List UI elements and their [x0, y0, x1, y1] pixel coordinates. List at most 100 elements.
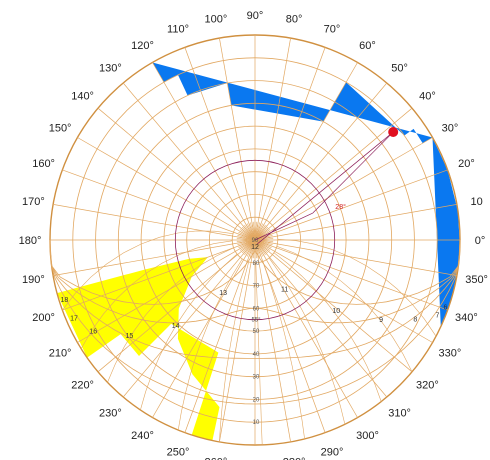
azimuth-tick-label: 10: [470, 196, 482, 208]
azimuth-spoke: [254, 47, 326, 241]
azimuth-spoke: [254, 239, 448, 311]
sun-path-curve: [49, 239, 461, 359]
altitude-tick-label: 55°: [251, 318, 261, 324]
hour-curve: [255, 262, 263, 445]
azimuth-tick-label: 80°: [286, 13, 303, 25]
hour-label: 8: [413, 317, 417, 324]
azimuth-tick-label: 90°: [247, 10, 264, 22]
hour-curve: [262, 261, 305, 439]
hour-label: 16: [89, 328, 97, 335]
hour-label: 17: [70, 316, 78, 323]
azimuth-spoke: [97, 107, 256, 241]
azimuth-spoke: [122, 239, 256, 398]
altitude-tick-label: 70: [253, 284, 260, 290]
azimuth-tick-label: 50°: [391, 63, 408, 75]
azimuth-tick-label: 20°: [458, 158, 475, 170]
azimuth-tick-label: 190°: [22, 274, 45, 286]
azimuth-tick-label: 260°: [205, 457, 228, 460]
azimuth-tick-label: 330°: [439, 348, 462, 360]
hour-curve: [268, 257, 346, 425]
azimuth-tick-label: 250°: [167, 446, 190, 458]
azimuth-spoke: [254, 137, 433, 241]
azimuth-tick-label: 160°: [32, 158, 55, 170]
hour-label: 6: [444, 304, 448, 311]
hour-curve: [62, 230, 234, 311]
azimuth-tick-label: 300°: [356, 430, 379, 442]
azimuth-tick-label: 30°: [442, 123, 459, 135]
azimuth-spoke: [254, 107, 413, 241]
azimuth-tick-label: 100°: [205, 13, 228, 25]
altitude-tick-label: 50: [253, 329, 260, 335]
azimuth-tick-label: 240°: [131, 430, 154, 442]
hour-label: 7: [435, 312, 439, 319]
azimuth-tick-label: 70°: [324, 24, 341, 36]
azimuth-spoke: [254, 38, 291, 241]
polar-grid: [49, 34, 461, 446]
azimuth-tick-label: 310°: [388, 407, 411, 419]
altitude-tick-label: 40: [253, 352, 260, 358]
hour-curve: [277, 238, 437, 337]
hour-curve: [276, 246, 413, 372]
azimuth-tick-label: 350°: [465, 274, 488, 286]
hour-label: 11: [281, 286, 288, 293]
hour-label: 14: [172, 323, 180, 330]
azimuth-tick-label: 180°: [19, 235, 42, 247]
sun-ray-line: [257, 131, 394, 245]
altitude-tick-label: 30: [253, 375, 260, 381]
azimuth-tick-label: 150°: [49, 123, 72, 135]
sun-ray-line: [254, 212, 313, 241]
azimuth-spoke: [254, 239, 457, 276]
sun-position-marker: [388, 127, 399, 137]
hour-curve: [177, 258, 243, 431]
azimuth-spoke: [62, 239, 256, 311]
center-ray: [254, 239, 274, 242]
hour-label: 9: [379, 317, 383, 324]
azimuth-tick-label: 320°: [416, 380, 439, 392]
hour-label: 10: [332, 308, 340, 315]
azimuth-spoke: [254, 169, 448, 241]
altitude-tick-label: 10: [253, 420, 260, 426]
azimuth-spoke: [219, 239, 256, 442]
sun-path-curve: [49, 239, 461, 405]
azimuth-tick-label: 60°: [359, 40, 376, 52]
hour-label: 12: [251, 244, 259, 251]
hour-curve: [107, 247, 234, 383]
azimuth-spoke: [122, 82, 256, 241]
hour-label: 13: [219, 290, 227, 297]
obstruction-layer: [57, 62, 460, 441]
azimuth-tick-label: 170°: [22, 196, 45, 208]
azimuth-tick-label: 280°: [283, 457, 306, 460]
altitude-tick-label: 80: [253, 261, 260, 267]
label-layer: 0° 10 20° 30° 40° 50° 60° 70° 80° 90° 100° 110° 120°…: [19, 10, 488, 460]
azimuth-spoke: [152, 62, 256, 241]
altitude-tick-label: 60: [253, 306, 260, 312]
azimuth-spoke: [254, 239, 291, 442]
hour-curve: [273, 252, 382, 402]
azimuth-tick-label: 230°: [99, 407, 122, 419]
azimuth-tick-label: 110°: [167, 24, 189, 36]
azimuth-tick-label: 140°: [71, 90, 94, 102]
azimuth-tick-label: 120°: [131, 40, 154, 52]
azimuth-spoke: [254, 239, 413, 373]
hour-curve: [140, 253, 238, 411]
azimuth-tick-label: 290°: [321, 446, 344, 458]
azimuth-tick-label: 210°: [49, 348, 72, 360]
azimuth-spoke: [184, 239, 256, 433]
azimuth-spoke: [62, 169, 256, 241]
azimuth-spoke: [254, 82, 388, 241]
angle-annotation: 28°: [335, 203, 346, 211]
zenith-label: 90: [252, 238, 259, 244]
azimuth-spoke: [53, 204, 256, 241]
azimuth-spoke: [184, 47, 256, 241]
obstruction-region-blue: [152, 62, 460, 327]
azimuth-spoke: [254, 62, 358, 241]
azimuth-spoke: [97, 239, 256, 373]
hour-label: 15: [126, 333, 134, 340]
azimuth-spoke: [77, 137, 256, 241]
azimuth-spoke: [254, 204, 457, 241]
altitude-55-circle: [174, 159, 336, 321]
azimuth-tick-label: 340°: [455, 312, 478, 324]
azimuth-tick-label: 220°: [71, 380, 94, 392]
azimuth-tick-label: 40°: [419, 90, 436, 102]
